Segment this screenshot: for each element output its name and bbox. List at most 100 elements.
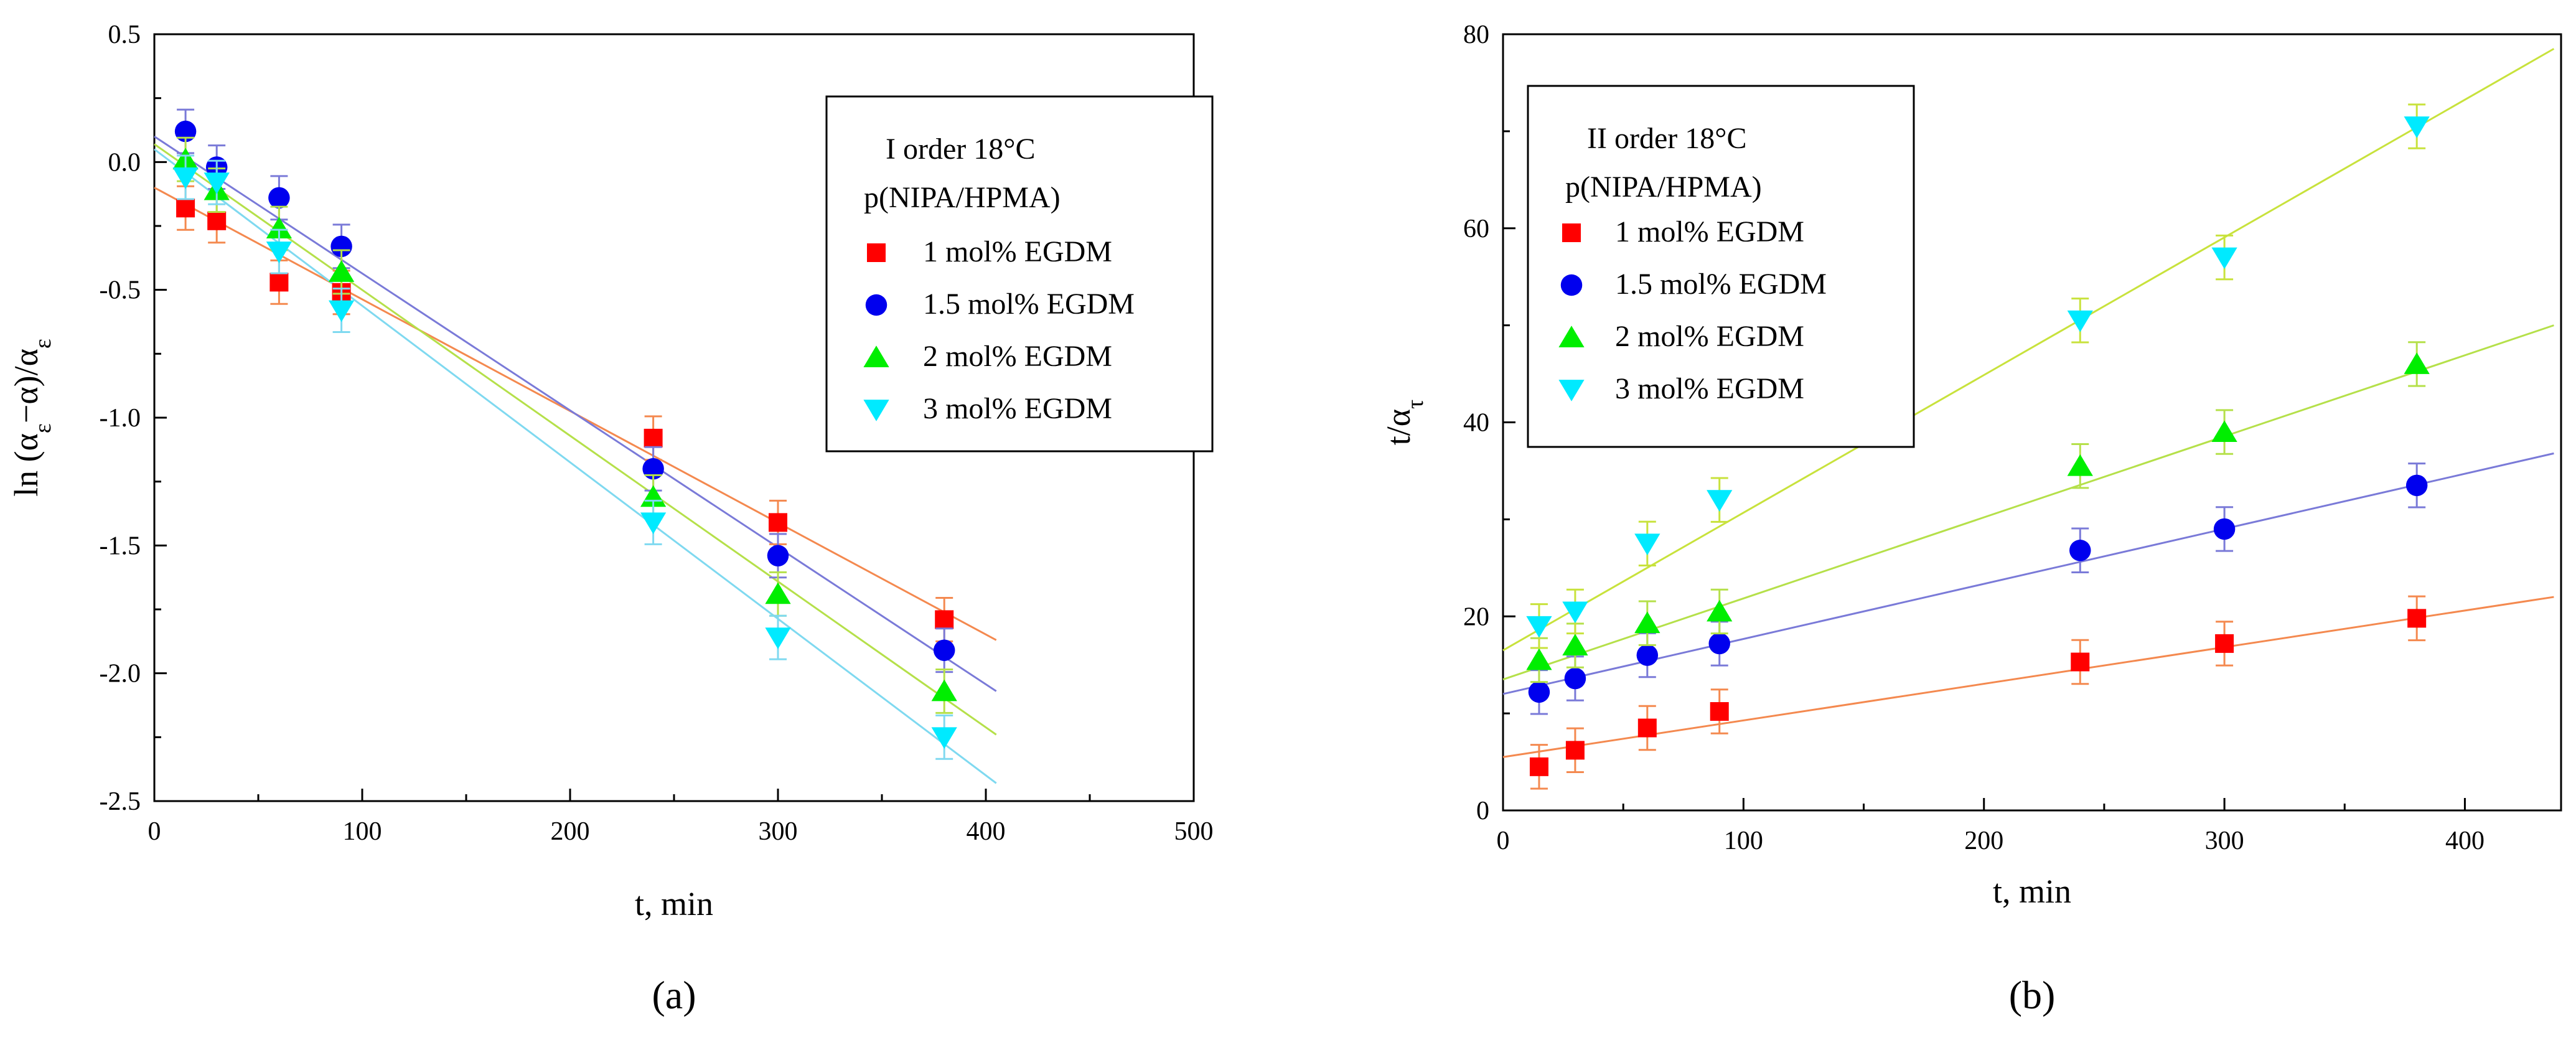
b-legend-box xyxy=(1527,85,1915,448)
b-x-tick-label: 0 xyxy=(1497,827,1510,855)
b-fit-line-series-2 xyxy=(1502,452,2554,695)
b-y-axis-label: t/ατ xyxy=(1380,400,1428,446)
b-y-tick-label: 60 xyxy=(1463,215,1489,243)
b-legend-marker-series-3 xyxy=(1558,326,1585,347)
b-data-point-series-3 xyxy=(1526,648,1552,670)
a-legend: I order 18°C p(NIPA/HPMA) 1 mol% EGDM 1.5 m… xyxy=(825,95,1214,453)
a-data-point-series-1 xyxy=(207,211,227,230)
a-data-point-series-2 xyxy=(767,545,789,567)
a-legend-marker-series-3 xyxy=(863,345,889,367)
a-data-point-series-4 xyxy=(204,172,230,194)
a-fit-line-series-3 xyxy=(154,143,997,736)
panel-a-chart: 0 100 200 300 400 500 -2.5 -2.0 -1.5 -1.0 -0.5 0.0 0… xyxy=(7,21,1214,1017)
b-data-point-series-4 xyxy=(2404,116,2430,138)
a-data-point-series-2 xyxy=(268,187,290,209)
a-legend-marker-series-2 xyxy=(865,294,888,316)
a-data-point-series-3 xyxy=(765,582,791,604)
a-legend-label-series-2: 1.5 mol% EGDM xyxy=(923,288,1135,321)
a-fit-line-series-2 xyxy=(154,136,997,692)
a-x-tick-label: 100 xyxy=(343,817,382,846)
b-y-tick-label: 0 xyxy=(1476,797,1489,825)
b-y-tick-label: 80 xyxy=(1463,21,1489,49)
a-data-point-series-1 xyxy=(769,513,787,532)
a-data-point-series-1 xyxy=(935,610,954,629)
b-data-point-series-1 xyxy=(1565,741,1585,760)
b-x-axis-label: t, min xyxy=(1993,873,2071,910)
a-x-tick-label: 400 xyxy=(967,817,1006,846)
a-data-point-series-1 xyxy=(644,428,663,448)
b-data-point-series-3 xyxy=(1707,599,1733,622)
b-data-point-series-3 xyxy=(1634,611,1660,634)
b-data-point-series-4 xyxy=(1634,533,1660,556)
b-data-point-series-2 xyxy=(1528,681,1550,703)
b-data-point-series-1 xyxy=(1529,757,1548,776)
b-data-point-series-3 xyxy=(2404,352,2430,374)
a-legend-box xyxy=(825,95,1214,453)
b-data-point-series-3 xyxy=(2211,420,2237,443)
b-data-point-series-2 xyxy=(2069,540,2091,561)
b-data-point-series-4 xyxy=(2211,247,2237,270)
a-data-point-series-3 xyxy=(931,679,957,702)
a-data-point-series-4 xyxy=(172,167,199,189)
b-data-point-series-4 xyxy=(2067,310,2093,332)
b-data-point-series-4 xyxy=(1526,616,1552,638)
b-x-tick-label: 100 xyxy=(1724,827,1763,855)
a-panel-label: (a) xyxy=(652,973,696,1017)
b-fit-line-series-1 xyxy=(1502,596,2554,758)
a-y-axis-label: ln (αε−α)/αε xyxy=(7,339,56,497)
b-y-tick-label: 40 xyxy=(1463,409,1489,438)
b-data-point-series-2 xyxy=(2213,518,2236,540)
a-data-point-series-4 xyxy=(640,512,667,535)
a-legend-label-series-3: 2 mol% EGDM xyxy=(923,340,1112,373)
b-data-point-series-3 xyxy=(1562,634,1588,655)
a-y-tick-label: -1.5 xyxy=(100,532,141,560)
b-legend-title-line: II order 18°C xyxy=(1587,122,1746,155)
a-data-point-series-3 xyxy=(266,217,293,239)
b-data-point-series-2 xyxy=(1636,644,1659,666)
b-legend-label-series-1: 1 mol% EGDM xyxy=(1615,215,1804,248)
a-data-point-series-2 xyxy=(933,639,955,661)
a-data-point-series-4 xyxy=(765,627,791,649)
b-legend-marker-series-4 xyxy=(1558,380,1585,401)
a-data-point-series-1 xyxy=(176,199,195,218)
a-legend-title-line: p(NIPA/HPMA) xyxy=(864,181,1061,214)
a-x-tick-label: 300 xyxy=(759,817,798,846)
a-y-tick-label: -2.5 xyxy=(100,787,141,816)
a-y-tick-label: -2.0 xyxy=(100,660,141,688)
b-data-point-series-1 xyxy=(2215,634,2234,653)
b-data-point-series-1 xyxy=(2407,609,2427,628)
b-panel-label: (b) xyxy=(2009,973,2056,1017)
b-data-point-series-2 xyxy=(1708,632,1730,655)
b-data-point-series-1 xyxy=(1637,718,1657,738)
b-data-point-series-1 xyxy=(2071,652,2090,672)
a-legend-marker-series-1 xyxy=(867,243,886,262)
a-legend-label-series-1: 1 mol% EGDM xyxy=(923,235,1112,268)
a-data-point-series-2 xyxy=(174,120,197,143)
a-legend-title-line: I order 18°C xyxy=(886,133,1035,166)
a-legend-marker-series-4 xyxy=(863,400,889,421)
a-x-tick-label: 500 xyxy=(1174,817,1214,846)
b-legend-marker-series-2 xyxy=(1560,274,1583,296)
a-y-tick-label: 0.0 xyxy=(108,148,141,177)
a-legend-label-series-4: 3 mol% EGDM xyxy=(923,392,1112,425)
a-data-point-series-1 xyxy=(269,273,289,292)
b-data-point-series-2 xyxy=(1564,667,1586,690)
a-data-point-series-2 xyxy=(642,458,664,480)
panel-b-chart: 0 100 200 300 400 0 20 40 60 80 t, min t/ατ (b) II or… xyxy=(1380,21,2562,1017)
b-legend-title-line: p(NIPA/HPMA) xyxy=(1565,171,1762,204)
a-x-tick-label: 0 xyxy=(148,817,161,846)
b-legend: II order 18°C p(NIPA/HPMA) 1 mol% EGDM 1.5 … xyxy=(1527,85,1915,448)
b-fit-line-series-4 xyxy=(1502,48,2555,652)
b-legend-label-series-2: 1.5 mol% EGDM xyxy=(1615,268,1827,301)
b-x-tick-label: 200 xyxy=(1964,827,2003,855)
b-data-point-series-2 xyxy=(2405,474,2428,497)
b-legend-marker-series-1 xyxy=(1562,223,1581,242)
b-fit-line-series-3 xyxy=(1502,324,2554,680)
a-y-tick-label: 0.5 xyxy=(108,21,141,49)
a-data-point-series-4 xyxy=(931,727,957,749)
b-legend-label-series-3: 2 mol% EGDM xyxy=(1615,320,1804,353)
a-data-point-series-4 xyxy=(266,242,293,263)
a-data-point-series-4 xyxy=(328,300,355,322)
b-y-tick-label: 20 xyxy=(1463,603,1489,631)
